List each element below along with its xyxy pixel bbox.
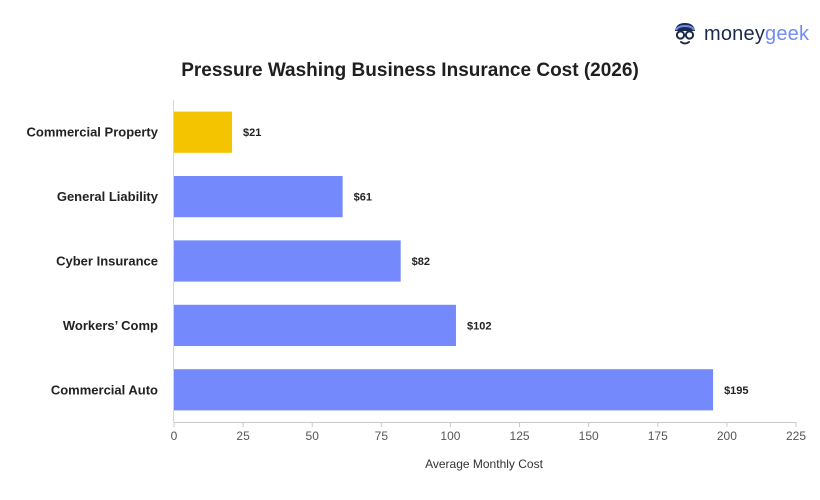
x-tick-label: 0 — [171, 429, 178, 443]
x-tick-label: 225 — [786, 429, 806, 443]
bar-workers-comp — [174, 304, 456, 347]
value-label: $21 — [243, 127, 261, 139]
x-tick-label: 25 — [236, 429, 250, 443]
value-label: $195 — [724, 385, 748, 397]
value-label: $61 — [354, 192, 372, 204]
category-label: Cyber Insurance — [56, 254, 158, 269]
x-axis-title: Average Monthly Cost — [425, 457, 544, 471]
geek-face-icon — [675, 23, 695, 45]
category-label: Workers’ Comp — [63, 318, 158, 333]
bars-group — [174, 111, 714, 411]
bar-commercial-auto — [174, 369, 714, 411]
value-label: $102 — [467, 320, 491, 332]
category-labels-group: Commercial Property General Liability Cybe… — [27, 125, 159, 398]
x-tick-label: 75 — [375, 429, 389, 443]
x-tick-label: 200 — [717, 429, 737, 443]
x-tick-label: 175 — [648, 429, 668, 443]
bar-general-liability — [174, 175, 343, 218]
value-label: $82 — [412, 256, 430, 268]
bar-commercial-property — [174, 111, 233, 153]
x-tick-label: 50 — [306, 429, 320, 443]
logo-wordmark: moneygeek — [704, 20, 809, 48]
category-label: General Liability — [57, 189, 159, 204]
category-label: Commercial Auto — [51, 382, 158, 397]
moneygeek-logo: moneygeek — [672, 20, 812, 48]
x-tick-label: 125 — [510, 429, 530, 443]
chart-title: Pressure Washing Business Insurance Cost… — [181, 60, 639, 81]
x-tick-label: 100 — [440, 429, 460, 443]
category-label: Commercial Property — [27, 125, 159, 140]
bar-cyber-insurance — [174, 240, 401, 282]
logo-geek-text: geek — [765, 23, 810, 45]
value-labels-group: $21 $61 $82 $102 $195 — [243, 127, 748, 397]
logo-money-text: money — [704, 23, 766, 45]
x-tick-label: 150 — [579, 429, 599, 443]
x-axis: 0 25 50 75 100 125 150 175 200 225 — [171, 100, 806, 443]
